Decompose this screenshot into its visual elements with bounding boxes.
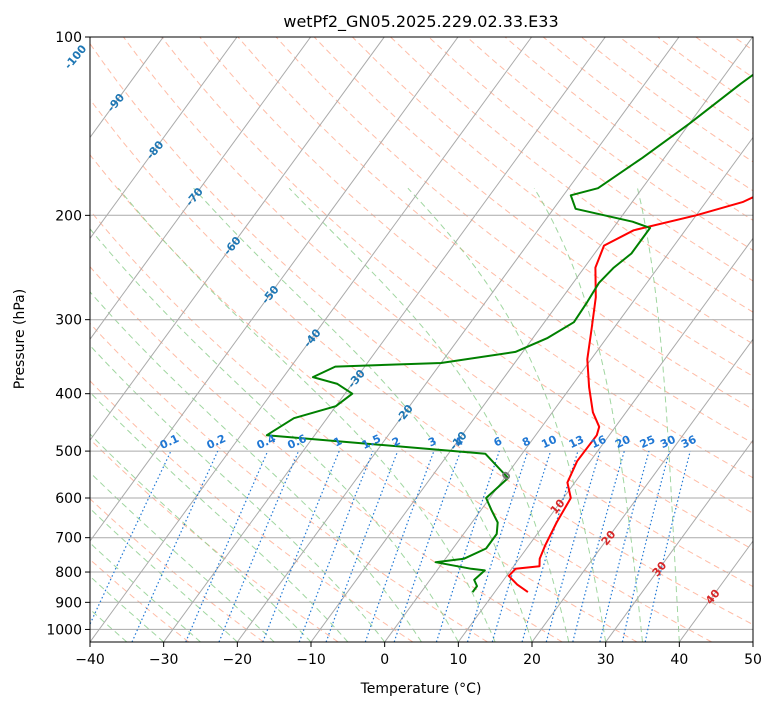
mixing-ratio-line	[131, 450, 219, 642]
x-tick-label: 30	[597, 652, 615, 668]
dry-adiabat	[90, 153, 712, 642]
moist-adiabat	[90, 391, 349, 642]
chart-title: wetPf2_GN05.2025.229.02.33.E33	[283, 12, 558, 32]
y-tick-label: 900	[55, 595, 82, 611]
moist-adiabat	[288, 187, 570, 642]
mixing-ratio-line	[435, 450, 500, 642]
plot-frame	[89, 36, 754, 643]
mixing-ratio-label: 16	[589, 433, 609, 451]
moist-adiabat	[407, 187, 607, 642]
dry-adiabat	[90, 322, 488, 642]
x-tick-label: 20	[523, 652, 541, 668]
mixing-ratio-line	[644, 450, 691, 642]
dry-adiabat	[90, 265, 563, 642]
x-tick-label: 10	[449, 652, 467, 668]
y-tick-label: 500	[55, 444, 82, 460]
x-tick-label: −30	[149, 652, 179, 668]
y-tick-label: 100	[55, 30, 82, 46]
mixing-ratio-line	[298, 450, 374, 642]
moist-adiabat	[533, 187, 643, 642]
mixing-ratio-line	[621, 450, 671, 642]
mixing-ratio-label: 10	[539, 433, 559, 451]
y-tick-label: 400	[55, 387, 82, 403]
mixing-ratio-label: 20	[613, 433, 633, 451]
mixing-ratio-line	[572, 450, 625, 642]
y-tick-label: 800	[55, 565, 82, 581]
mixing-ratio-label: 36	[679, 433, 699, 451]
mixing-ratio-line	[218, 450, 300, 642]
moist-adiabat	[117, 187, 496, 642]
x-tick-label: 50	[744, 652, 762, 668]
moist-adiabat	[90, 471, 275, 642]
isotherm-line	[90, 37, 459, 542]
mixing-ratio-label: 30	[658, 433, 678, 451]
dry-adiabat	[123, 37, 753, 551]
dry-adiabat	[90, 42, 753, 588]
isotherm-line	[236, 37, 680, 642]
mixing-ratio-label: 13	[567, 433, 586, 451]
dry-adiabat	[275, 37, 753, 411]
mixing-ratio-line	[466, 450, 529, 642]
moist-adiabat	[90, 291, 422, 642]
dewpoint-profile-line	[265, 73, 753, 593]
y-tick-label: 200	[55, 208, 82, 224]
mixing-ratio-line	[599, 450, 650, 642]
isotherm-line	[90, 37, 385, 442]
axes: −40 −30 −20 −10 0 10 20 30 40 50 100 200 300 400 500 60…	[46, 30, 762, 668]
y-axis-label: Pressure (hPa)	[12, 289, 28, 389]
dry-adiabat	[90, 209, 638, 642]
y-tick-label: 700	[55, 531, 82, 547]
temperature-profile-line	[507, 196, 753, 593]
x-axis-label: Temperature (°C)	[360, 681, 482, 697]
y-tick-label: 600	[55, 491, 82, 507]
mixing-ratio-line	[491, 450, 552, 642]
isotherm-line	[605, 439, 753, 642]
moist-adiabat	[193, 187, 533, 642]
x-tick-label: −20	[223, 652, 253, 668]
x-tick-label: 40	[670, 652, 688, 668]
mixing-ratio-line	[393, 450, 462, 642]
isotherm-line	[310, 37, 753, 642]
mixing-ratio-line	[185, 450, 269, 642]
mixing-ratio-line	[364, 450, 435, 642]
mixing-ratio-label: 25	[638, 433, 657, 451]
isotherm-line	[90, 37, 533, 642]
mixing-ratio-line	[545, 450, 601, 642]
isotherm-line	[90, 37, 238, 240]
moist-adiabat	[90, 433, 312, 642]
mixing-ratio-line	[325, 450, 399, 642]
moist-adiabat	[90, 344, 386, 642]
moist-adiabat	[90, 228, 459, 642]
x-tick-label: 0	[380, 652, 389, 668]
y-tick-label: 300	[55, 313, 82, 329]
isotherm-line	[90, 37, 312, 341]
dry-adiabat	[90, 98, 753, 626]
mixing-ratio-line	[521, 450, 579, 642]
x-tick-label: −10	[296, 652, 326, 668]
series-group	[265, 73, 753, 593]
mixing-ratio-line	[262, 450, 340, 642]
isotherm-line	[457, 237, 753, 642]
x-tick-label: −40	[75, 652, 105, 668]
dry-adiabat	[313, 37, 753, 377]
y-tick-label: 1000	[46, 622, 82, 638]
dry-adiabat	[237, 37, 753, 444]
dry-adiabat	[161, 37, 753, 514]
isotherm-line	[163, 37, 606, 642]
moist-adiabat	[637, 188, 680, 642]
